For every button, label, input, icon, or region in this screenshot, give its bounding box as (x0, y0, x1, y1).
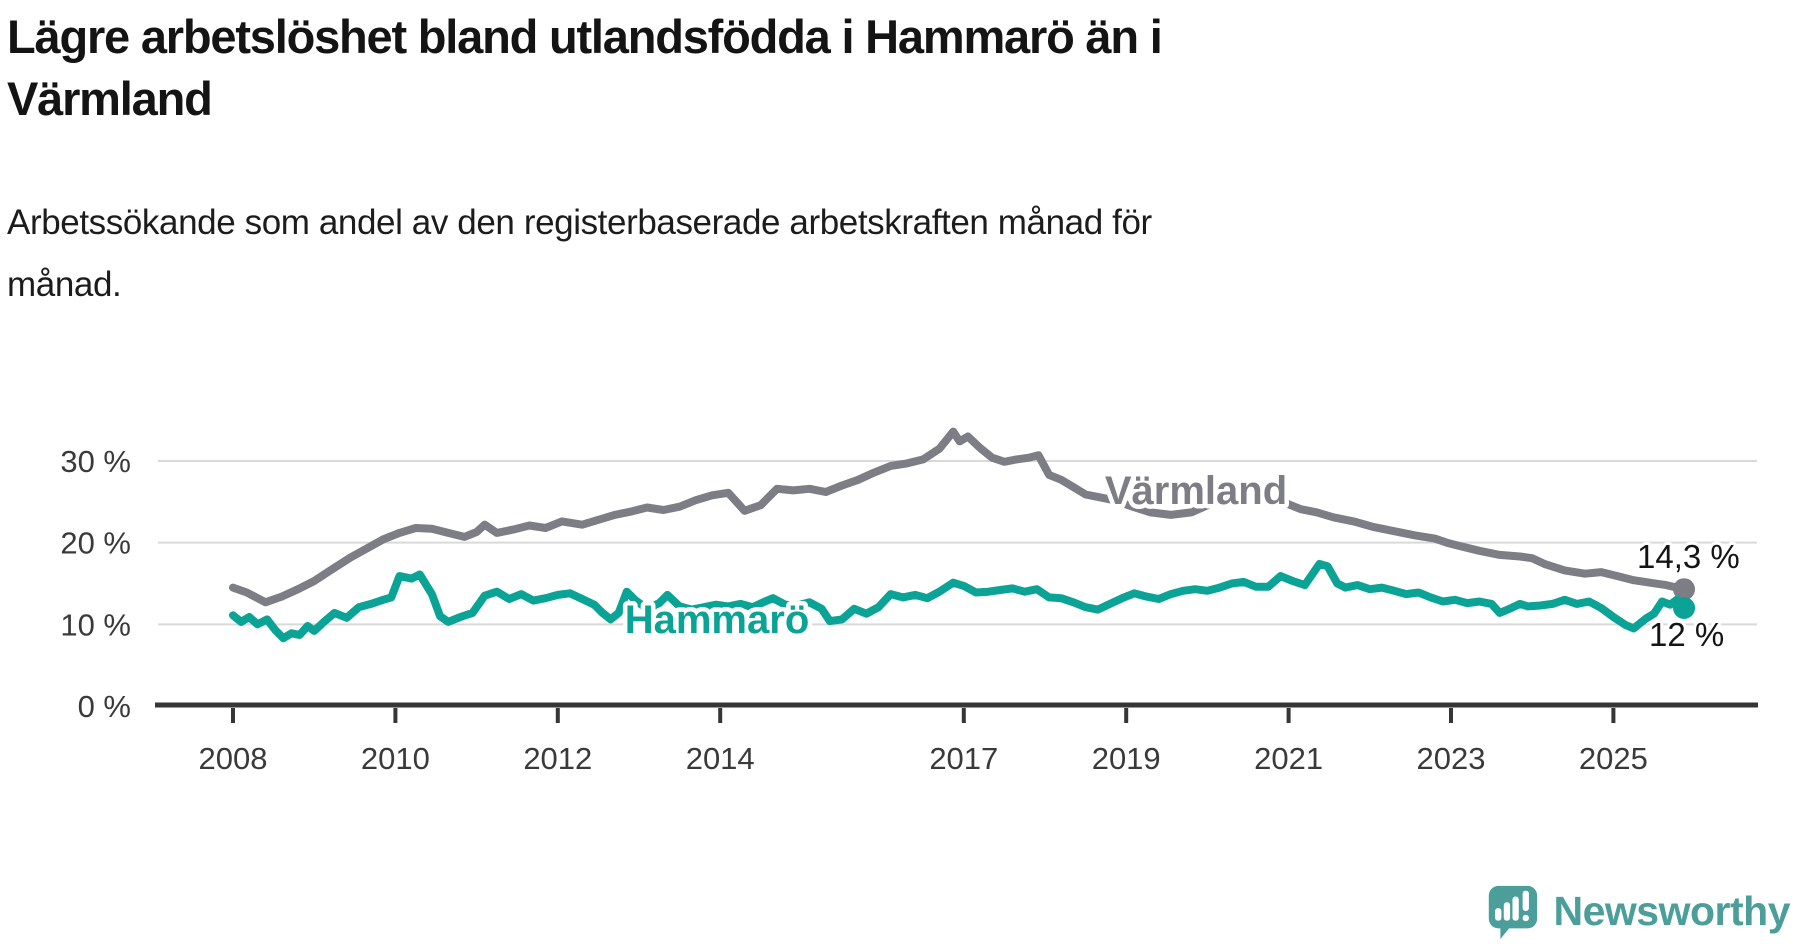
x-tick-label-2021: 2021 (1254, 741, 1323, 776)
newsworthy-icon (1488, 885, 1537, 940)
x-tick-label-2012: 2012 (523, 741, 592, 776)
x-tick-label-2017: 2017 (929, 741, 998, 776)
exclamation-dot (1522, 914, 1529, 922)
brand-logo: Newsworthy (1483, 882, 1791, 940)
bar-chart-glyph (1494, 890, 1529, 922)
hammarö-end-value-label: 12 % (1649, 616, 1724, 653)
hammarö-series-label: Hammarö (625, 598, 810, 642)
hammarö-end-dot (1673, 596, 1696, 619)
page-subtitle-line-2: månad. (7, 265, 122, 304)
x-tick-label-2014: 2014 (686, 741, 755, 776)
page-subtitle-line-1: Arbetssökande som andel av den registerb… (7, 203, 1152, 242)
y-tick-label-10: 10 % (60, 607, 131, 642)
x-tick-label-2008: 2008 (199, 741, 268, 776)
page-subtitle: Arbetssökande som andel av den registerb… (7, 192, 1152, 316)
värmland-end-dot (1673, 578, 1696, 601)
x-tick-label-2019: 2019 (1092, 741, 1161, 776)
y-tick-label-20: 20 % (60, 526, 131, 561)
hammarö-line (229, 559, 1688, 643)
värmland-end-value-label: 14,3 % (1637, 538, 1740, 575)
page-title-line-2: Värmland (7, 72, 213, 125)
page-title-line-1: Lägre arbetslöshet bland utlandsfödda i … (7, 10, 1163, 63)
exclamation-bar (1522, 890, 1529, 911)
brand-name: Newsworthy (1553, 887, 1791, 934)
värmland-series-label: Värmland (1105, 469, 1287, 513)
y-tick-label-30: 30 % (60, 444, 131, 479)
värmland-line (229, 427, 1688, 607)
x-tick-label-2010: 2010 (361, 741, 430, 776)
page-title: Lägre arbetslöshet bland utlandsfödda i … (7, 6, 1163, 130)
x-tick-label-2023: 2023 (1417, 741, 1486, 776)
x-tick-label-2025: 2025 (1579, 741, 1648, 776)
y-tick-label-0: 0 % (78, 689, 131, 724)
